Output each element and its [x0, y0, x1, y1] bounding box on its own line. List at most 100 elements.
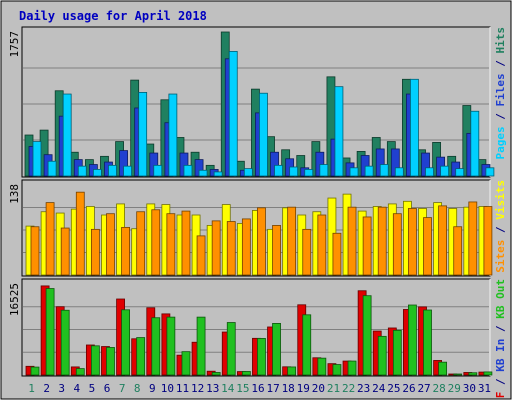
- bar-pages-day-28: [440, 165, 450, 177]
- bar-pages-day-4: [77, 165, 87, 177]
- bar-sites-day-13: [211, 220, 221, 276]
- day-labels: 1 2 3 4 5 6 7 8 9 10 11 12 13 14 15 16 17 18 19 20 21 22 23 24 2…: [28, 382, 491, 395]
- bar-pages-day-9: [153, 164, 163, 177]
- legend-top-part: Pages: [494, 126, 507, 159]
- bar-sites-day-21: [332, 232, 342, 276]
- bar-pages-day-18: [289, 166, 299, 177]
- day-label-16: 16: [251, 382, 264, 395]
- bar-sites-day-2: [45, 202, 55, 276]
- legend-middle-part: /: [494, 220, 507, 240]
- day-label-6: 6: [104, 382, 111, 395]
- bar-sites-day-3: [60, 227, 70, 276]
- bar-pages-day-13: [213, 171, 223, 177]
- day-label-14: 14: [221, 382, 235, 395]
- bar-pages-day-3: [62, 93, 72, 177]
- bar-pages-day-20: [319, 164, 329, 177]
- day-label-8: 8: [134, 382, 141, 395]
- bar-kb-in-day-14: [226, 322, 236, 376]
- panel-middle-max-label: 138: [8, 184, 21, 204]
- day-label-15: 15: [236, 382, 249, 395]
- bar-kb-in-day-30: [468, 372, 478, 376]
- day-label-21: 21: [327, 382, 340, 395]
- bar-kb-in-day-10: [166, 316, 176, 376]
- bar-pages-day-16: [259, 92, 268, 177]
- bar-kb-in-day-21: [332, 364, 342, 376]
- bar-kb-in-day-26: [408, 304, 417, 376]
- legend-middle-part: Sites: [494, 240, 507, 273]
- day-label-17: 17: [266, 382, 279, 395]
- day-label-5: 5: [89, 382, 96, 395]
- bar-kb-in-day-12: [196, 316, 206, 376]
- bar-sites-day-11: [181, 210, 191, 276]
- day-label-25: 25: [387, 382, 400, 395]
- bar-sites-day-15: [241, 218, 251, 276]
- panel-middle: 138: [8, 179, 493, 277]
- chart-title: Daily usage for April 2018: [19, 9, 207, 23]
- bar-kb-in-day-16: [257, 338, 266, 376]
- bar-sites-day-25: [392, 213, 402, 276]
- day-label-2: 2: [43, 382, 50, 395]
- bar-pages-day-15: [243, 168, 253, 177]
- bar-pages-day-29: [455, 168, 465, 177]
- bar-kb-in-day-22: [347, 360, 357, 376]
- legend-bottom-part: KB In: [494, 339, 507, 372]
- bar-kb-in-day-13: [211, 372, 221, 376]
- bar-sites-day-9: [151, 209, 161, 276]
- day-label-18: 18: [282, 382, 295, 395]
- bar-kb-in-day-18: [287, 366, 297, 376]
- bar-pages-day-25: [394, 167, 404, 177]
- day-label-23: 23: [357, 382, 370, 395]
- bar-pages-day-5: [92, 169, 102, 177]
- bar-sites-day-24: [377, 206, 387, 276]
- bar-pages-day-19: [304, 169, 314, 177]
- bar-kb-in-day-27: [423, 309, 432, 376]
- bar-pages-day-24: [379, 164, 389, 177]
- panel-bottom: 16525: [8, 278, 493, 377]
- day-label-4: 4: [74, 382, 81, 395]
- day-label-24: 24: [372, 382, 386, 395]
- day-label-9: 9: [149, 382, 156, 395]
- bar-sites-day-6: [106, 213, 115, 276]
- bar-kb-in-day-31: [483, 371, 493, 376]
- bar-sites-day-4: [75, 191, 85, 276]
- bar-kb-in-day-5: [90, 345, 100, 376]
- day-label-30: 30: [463, 382, 476, 395]
- bar-sites-day-18: [287, 206, 297, 276]
- legend-middle: Sites / Visits: [494, 180, 507, 273]
- legend-bottom-part: KB F: [494, 392, 507, 400]
- bar-sites-day-29: [453, 226, 463, 276]
- panel-bottom-max-label: 16525: [8, 283, 21, 316]
- day-label-20: 20: [312, 382, 325, 395]
- bar-pages-day-1: [32, 141, 42, 177]
- bar-pages-day-23: [364, 165, 374, 177]
- bar-sites-day-30: [468, 201, 478, 276]
- day-label-28: 28: [433, 382, 446, 395]
- day-label-22: 22: [342, 382, 355, 395]
- bar-sites-day-19: [302, 228, 312, 276]
- bar-sites-day-17: [272, 225, 281, 276]
- bar-sites-day-8: [136, 211, 146, 276]
- day-label-13: 13: [206, 382, 219, 395]
- bar-pages-day-6: [108, 164, 117, 177]
- bar-sites-day-14: [226, 221, 236, 276]
- bar-pages-day-22: [349, 167, 359, 177]
- bar-pages-day-27: [425, 167, 434, 177]
- legend-middle-part: Visits: [494, 180, 507, 220]
- bar-sites-day-28: [438, 205, 448, 276]
- bar-kb-in-day-4: [75, 368, 85, 376]
- legend-top-part: Files: [494, 73, 507, 106]
- bar-kb-in-day-29: [453, 373, 463, 376]
- bar-pages-day-12: [198, 169, 208, 177]
- bar-kb-in-day-11: [181, 351, 191, 376]
- legend-top-part: /: [494, 107, 507, 127]
- bar-sites-day-23: [362, 216, 372, 276]
- bar-pages-day-7: [123, 165, 132, 177]
- legend-bottom: KB F / KB In / KB Out: [494, 279, 507, 400]
- legend-top-part: Hits: [494, 27, 507, 54]
- panel-top-max-label: 1757: [8, 31, 21, 58]
- bar-kb-in-day-6: [106, 347, 115, 376]
- legend-bottom-part: KB Out: [494, 279, 507, 319]
- bar-pages-day-8: [138, 92, 148, 177]
- day-label-12: 12: [191, 382, 204, 395]
